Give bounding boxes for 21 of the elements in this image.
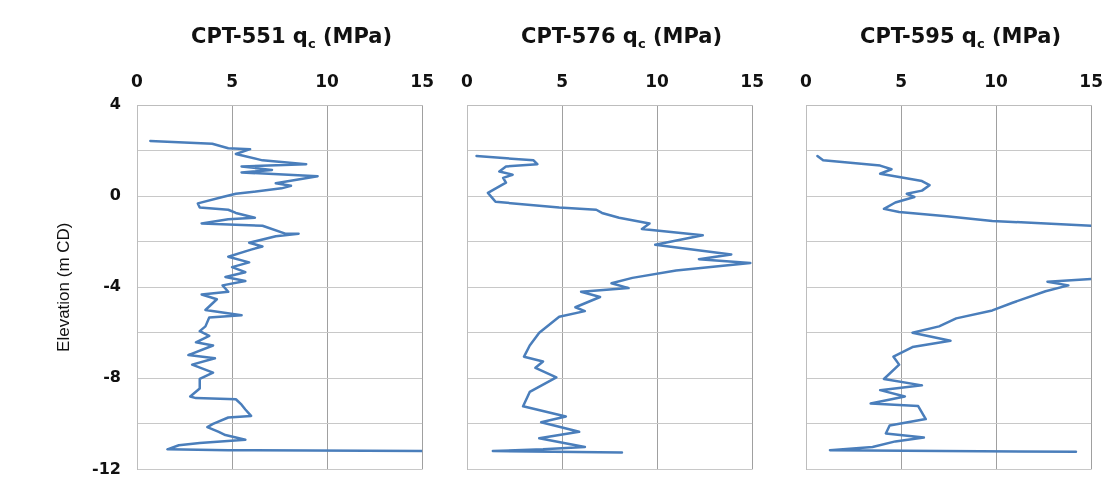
- x-tick-label: 0: [800, 71, 813, 92]
- x-tick-label: 15: [1079, 71, 1104, 92]
- x-tick-label: 10: [315, 71, 340, 92]
- x-tick-label: 5: [226, 71, 238, 92]
- chart-title: CPT-551 q$_{c}$ (MPa): [189, 24, 394, 52]
- x-tick-label: 5: [556, 71, 568, 92]
- y-tick-label: -12: [92, 458, 121, 478]
- y-tick-label: -8: [103, 367, 121, 387]
- y-tick-label: 4: [109, 94, 121, 114]
- x-tick-label: 10: [645, 71, 670, 92]
- chart-title: CPT-595 q$_{c}$ (MPa): [858, 24, 1063, 52]
- x-tick-label: 0: [461, 71, 474, 92]
- x-tick-label: 15: [410, 71, 435, 92]
- y-tick-label: -4: [103, 276, 121, 296]
- y-axis-title: Elevation (m CD): [53, 222, 73, 352]
- x-tick-label: 10: [984, 71, 1009, 92]
- y-tick-label: 0: [109, 185, 121, 205]
- chart-title: CPT-576 q$_{c}$ (MPa): [519, 24, 724, 52]
- x-tick-label: 5: [895, 71, 907, 92]
- x-tick-label: 0: [131, 71, 144, 92]
- x-tick-label: 15: [740, 71, 765, 92]
